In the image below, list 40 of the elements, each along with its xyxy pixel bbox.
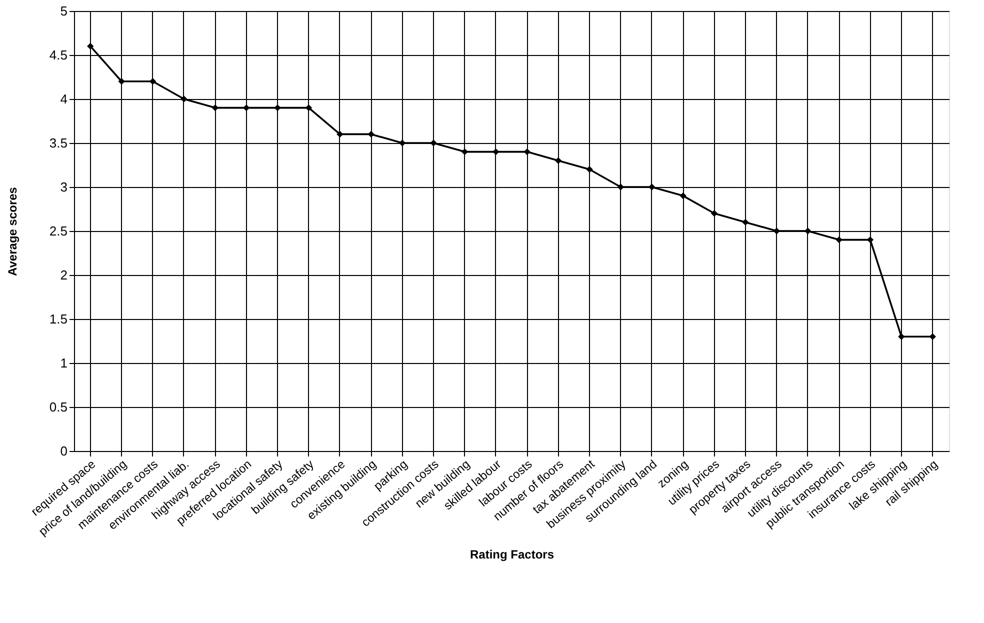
y-tick-label: 0 — [60, 444, 68, 458]
point — [929, 333, 936, 340]
y-tick-label: 4 — [60, 92, 68, 106]
point — [524, 148, 530, 156]
y-tick-label: 3.5 — [49, 136, 68, 150]
y-tick-label: 1.5 — [49, 312, 68, 326]
y-tick-label: 2 — [60, 268, 68, 282]
point — [554, 157, 562, 164]
y-tick-label: 1 — [60, 356, 68, 370]
point — [710, 210, 718, 217]
point — [836, 236, 842, 244]
point — [773, 228, 780, 234]
point — [180, 96, 188, 102]
point — [898, 333, 905, 340]
point — [461, 148, 468, 156]
point — [305, 104, 312, 112]
point — [242, 104, 250, 112]
y-tick-label: 0.5 — [49, 400, 68, 414]
point — [866, 236, 874, 244]
y-axis-title: Average scores — [5, 186, 20, 276]
y-tick-label: 2.5 — [49, 224, 68, 238]
point — [430, 140, 437, 146]
point — [648, 184, 656, 190]
x-axis-title: Rating Factors — [470, 548, 554, 562]
point — [149, 78, 156, 85]
point — [368, 130, 374, 138]
point — [87, 42, 94, 50]
point — [336, 130, 344, 138]
point — [742, 218, 749, 226]
point — [274, 104, 281, 112]
point — [212, 104, 219, 112]
y-tick-label: 4.5 — [49, 48, 68, 62]
point — [804, 228, 812, 234]
point — [118, 78, 125, 85]
point — [617, 184, 624, 190]
y-tick-label: 3 — [60, 180, 68, 194]
y-tick-label: 5 — [60, 4, 68, 18]
point — [492, 148, 500, 156]
point — [680, 192, 686, 200]
point — [586, 166, 593, 173]
